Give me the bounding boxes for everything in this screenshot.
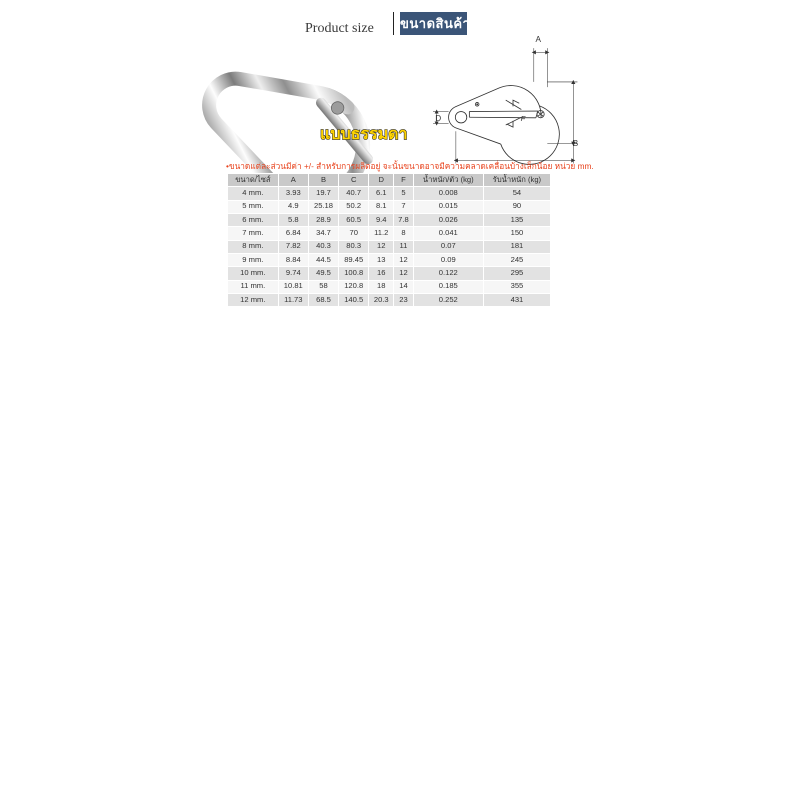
svg-text:D: D [435,114,441,123]
svg-text:B: B [573,139,579,148]
svg-text:F: F [521,114,527,123]
svg-text:A: A [536,35,542,44]
